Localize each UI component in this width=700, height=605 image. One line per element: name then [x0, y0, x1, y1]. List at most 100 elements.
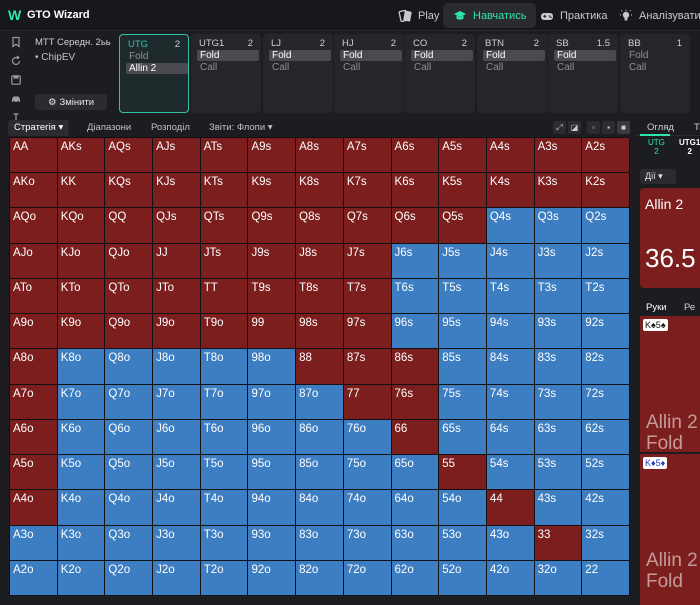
nav-learn[interactable]: Навчатись: [443, 3, 537, 28]
save-icon[interactable]: [10, 74, 22, 86]
hand-cell-Q6s[interactable]: Q6s: [391, 208, 440, 244]
hand-cell-K3s[interactable]: K3s: [534, 173, 583, 209]
hand-cell-86s[interactable]: 86s: [391, 349, 440, 385]
bookmark-icon[interactable]: [10, 36, 22, 48]
hand-cell-K2s[interactable]: K2s: [582, 173, 630, 209]
hand-cell-K7o[interactable]: K7o: [57, 384, 106, 420]
hand-cell-T2s[interactable]: T2s: [582, 278, 630, 315]
tab-overview[interactable]: Огляд: [647, 122, 674, 133]
hand-cell-ATo[interactable]: ATo: [10, 278, 58, 315]
hand-cell-53s[interactable]: 53s: [534, 455, 583, 491]
hand-cell-J3o[interactable]: J3o: [153, 525, 201, 561]
change-settings-button[interactable]: ⚙ Змінити: [35, 94, 107, 110]
hand-cell-KTs[interactable]: KTs: [200, 173, 249, 209]
hand-cell-J8o[interactable]: J8o: [153, 349, 201, 385]
hand-cell-88[interactable]: 88: [296, 349, 344, 385]
hand-cell-Q4o[interactable]: Q4o: [105, 490, 154, 526]
hand-cell-J9o[interactable]: J9o: [153, 314, 201, 350]
hand-cell-T8s[interactable]: T8s: [296, 278, 344, 315]
hand-cell-T4o[interactable]: T4o: [200, 490, 249, 526]
hand-cell-J2o[interactable]: J2o: [153, 560, 201, 596]
position-panel-utg1[interactable]: UTG1 2 Fold Call: [191, 34, 261, 113]
hand-cell-96o[interactable]: 96o: [248, 419, 297, 456]
hand-cell-73o[interactable]: 73o: [343, 525, 392, 561]
grid-small-icon[interactable]: ▫: [587, 121, 600, 134]
position-option-fold[interactable]: Fold: [554, 50, 616, 61]
hand-cell-T7s[interactable]: T7s: [343, 278, 392, 315]
hand-cell-J9s[interactable]: J9s: [248, 243, 297, 279]
hand-cell-43s[interactable]: 43s: [534, 490, 583, 526]
hand-cell-65o[interactable]: 65o: [391, 455, 440, 491]
hand-cell-87o[interactable]: 87o: [296, 384, 344, 420]
tab-results[interactable]: Ре: [684, 302, 696, 313]
car-icon[interactable]: [10, 93, 22, 105]
hand-cell-95s[interactable]: 95s: [439, 314, 487, 350]
hand-cell-K6s[interactable]: K6s: [391, 173, 440, 209]
hand-cell-K9o[interactable]: K9o: [57, 314, 106, 350]
hand-cell-KK[interactable]: KK: [57, 173, 106, 209]
tab-reports-flops[interactable]: Звіти: Флопи ▾: [203, 120, 279, 136]
hand-cell-J2s[interactable]: J2s: [582, 243, 630, 279]
hand-cell-KQo[interactable]: KQo: [57, 208, 106, 244]
hand-cell-Q6o[interactable]: Q6o: [105, 419, 154, 456]
hand-cell-K4s[interactable]: K4s: [486, 173, 535, 209]
hand-cell-63o[interactable]: 63o: [391, 525, 440, 561]
hand-cell-83o[interactable]: 83o: [296, 525, 344, 561]
hand-cell-A5s[interactable]: A5s: [439, 138, 487, 174]
hand-cell-52s[interactable]: 52s: [582, 455, 630, 491]
hand-cell-84o[interactable]: 84o: [296, 490, 344, 526]
hand-cell-A2s[interactable]: A2s: [582, 138, 630, 174]
hand-cell-JJ[interactable]: JJ: [153, 243, 201, 279]
hand-cell-64s[interactable]: 64s: [486, 419, 535, 456]
hand-cell-T9s[interactable]: T9s: [248, 278, 297, 315]
hand-cell-A7o[interactable]: A7o: [10, 384, 58, 420]
hand-cell-TT[interactable]: TT: [200, 278, 249, 315]
position-panel-utg[interactable]: UTG 2 Fold Allin 2: [119, 34, 189, 113]
hand-cell-Q9o[interactable]: Q9o: [105, 314, 154, 350]
hand-cell-K7s[interactable]: K7s: [343, 173, 392, 209]
hand-cell-T6o[interactable]: T6o: [200, 419, 249, 456]
hand-cell-T5s[interactable]: T5s: [439, 278, 487, 315]
hand-cell-77[interactable]: 77: [343, 384, 392, 420]
hand-cell-J5s[interactable]: J5s: [439, 243, 487, 279]
hand-cell-AQo[interactable]: AQo: [10, 208, 58, 244]
hand-cell-T6s[interactable]: T6s: [391, 278, 440, 315]
hand-cell-A4s[interactable]: A4s: [486, 138, 535, 174]
position-option-call[interactable]: Call: [200, 62, 218, 73]
hand-cell-94s[interactable]: 94s: [486, 314, 535, 350]
hand-cell-J6o[interactable]: J6o: [153, 419, 201, 456]
hand-cell-52o[interactable]: 52o: [439, 560, 487, 596]
hand-cell-Q9s[interactable]: Q9s: [248, 208, 297, 244]
position-option-fold[interactable]: Fold: [483, 50, 545, 61]
hand-cell-83s[interactable]: 83s: [534, 349, 583, 385]
hand-cell-A5o[interactable]: A5o: [10, 455, 58, 491]
hand-cell-42o[interactable]: 42o: [486, 560, 535, 596]
hand-cell-75o[interactable]: 75o: [343, 455, 392, 491]
hand-cell-A4o[interactable]: A4o: [10, 490, 58, 526]
combo-card[interactable]: K♠5♠ Allin 2 Fold: [640, 316, 700, 454]
tab-distribution[interactable]: Розподіл: [145, 120, 196, 136]
hand-cell-K8o[interactable]: K8o: [57, 349, 106, 385]
hand-cell-43o[interactable]: 43o: [486, 525, 535, 561]
position-option-call[interactable]: Call: [343, 62, 361, 73]
position-panel-co[interactable]: CO 2 Fold Call: [405, 34, 475, 113]
hand-cell-A6s[interactable]: A6s: [391, 138, 440, 174]
hand-cell-KJs[interactable]: KJs: [153, 173, 201, 209]
hand-cell-54s[interactable]: 54s: [486, 455, 535, 491]
position-option-allin-2[interactable]: Allin 2: [126, 63, 188, 74]
hand-cell-AKs[interactable]: AKs: [57, 138, 106, 174]
position-option-call[interactable]: Call: [486, 62, 504, 73]
hand-cell-T3o[interactable]: T3o: [200, 525, 249, 561]
hand-cell-T5o[interactable]: T5o: [200, 455, 249, 491]
hand-cell-93o[interactable]: 93o: [248, 525, 297, 561]
hand-cell-32o[interactable]: 32o: [534, 560, 583, 596]
hand-cell-QTs[interactable]: QTs: [200, 208, 249, 244]
hand-cell-65s[interactable]: 65s: [439, 419, 487, 456]
position-option-fold[interactable]: Fold: [629, 50, 649, 61]
reset-icon[interactable]: [10, 55, 22, 67]
position-option-fold[interactable]: Fold: [129, 51, 149, 62]
hand-cell-T7o[interactable]: T7o: [200, 384, 249, 420]
hand-cell-T4s[interactable]: T4s: [486, 278, 535, 315]
hand-cell-T9o[interactable]: T9o: [200, 314, 249, 350]
hand-cell-J4s[interactable]: J4s: [486, 243, 535, 279]
